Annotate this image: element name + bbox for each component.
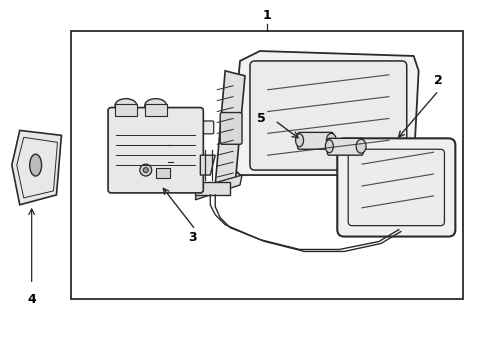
Ellipse shape [115,99,137,113]
Ellipse shape [326,133,336,147]
Ellipse shape [295,134,303,147]
Ellipse shape [356,139,366,153]
Text: 4: 4 [27,293,36,306]
Text: 2: 2 [434,74,443,87]
FancyBboxPatch shape [348,149,444,226]
FancyBboxPatch shape [171,155,196,168]
Circle shape [140,164,152,176]
FancyBboxPatch shape [297,132,333,149]
Circle shape [143,168,148,172]
FancyBboxPatch shape [171,138,196,152]
Ellipse shape [145,99,167,113]
FancyBboxPatch shape [337,138,455,237]
Ellipse shape [325,140,333,153]
FancyBboxPatch shape [108,108,203,193]
Bar [115,104,137,116]
Text: 5: 5 [257,112,266,125]
FancyBboxPatch shape [327,138,363,155]
Polygon shape [215,71,245,185]
Bar [72,31,464,299]
FancyBboxPatch shape [220,113,242,144]
Polygon shape [12,130,61,205]
FancyBboxPatch shape [250,61,407,170]
Polygon shape [200,155,215,175]
FancyBboxPatch shape [191,121,214,134]
Polygon shape [196,175,242,200]
Bar [156,168,170,178]
Bar [145,104,167,116]
Text: 3: 3 [188,231,196,244]
Ellipse shape [30,154,42,176]
Polygon shape [230,51,418,175]
Polygon shape [196,182,230,195]
Text: 1: 1 [263,9,271,22]
